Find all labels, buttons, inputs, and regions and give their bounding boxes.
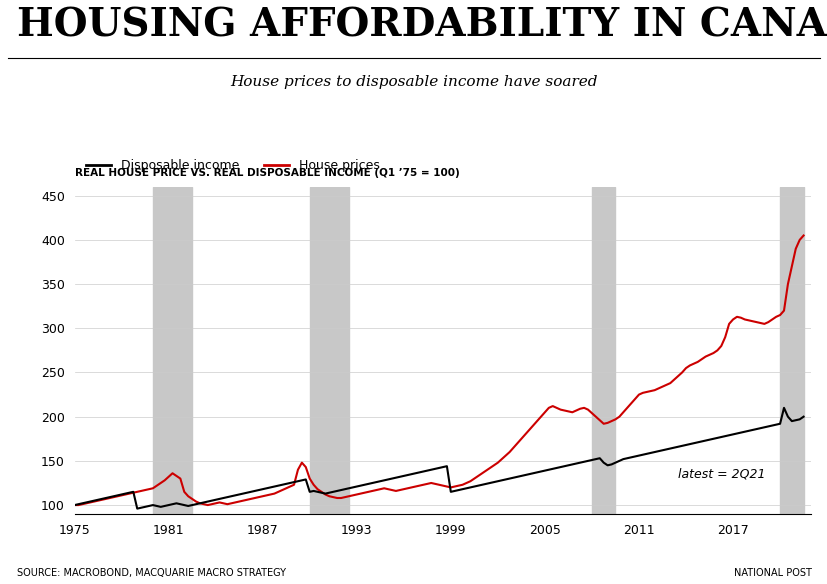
Text: REAL HOUSE PRICE VS. REAL DISPOSABLE INCOME (Q1 ’75 = 100): REAL HOUSE PRICE VS. REAL DISPOSABLE INC… (74, 168, 459, 178)
Legend: Disposable income, House prices: Disposable income, House prices (81, 154, 385, 177)
Bar (591, 187, 614, 514)
Text: NATIONAL POST: NATIONAL POST (733, 568, 810, 578)
Bar (779, 187, 803, 514)
Bar (153, 187, 192, 514)
Text: HOUSING AFFORDABILITY IN CANADA: HOUSING AFFORDABILITY IN CANADA (17, 6, 827, 44)
Text: House prices to disposable income have soared: House prices to disposable income have s… (230, 75, 597, 89)
Bar (309, 187, 348, 514)
Text: SOURCE: MACROBOND, MACQUARIE MACRO STRATEGY: SOURCE: MACROBOND, MACQUARIE MACRO STRAT… (17, 568, 285, 578)
Text: latest = 2Q21: latest = 2Q21 (677, 467, 765, 480)
